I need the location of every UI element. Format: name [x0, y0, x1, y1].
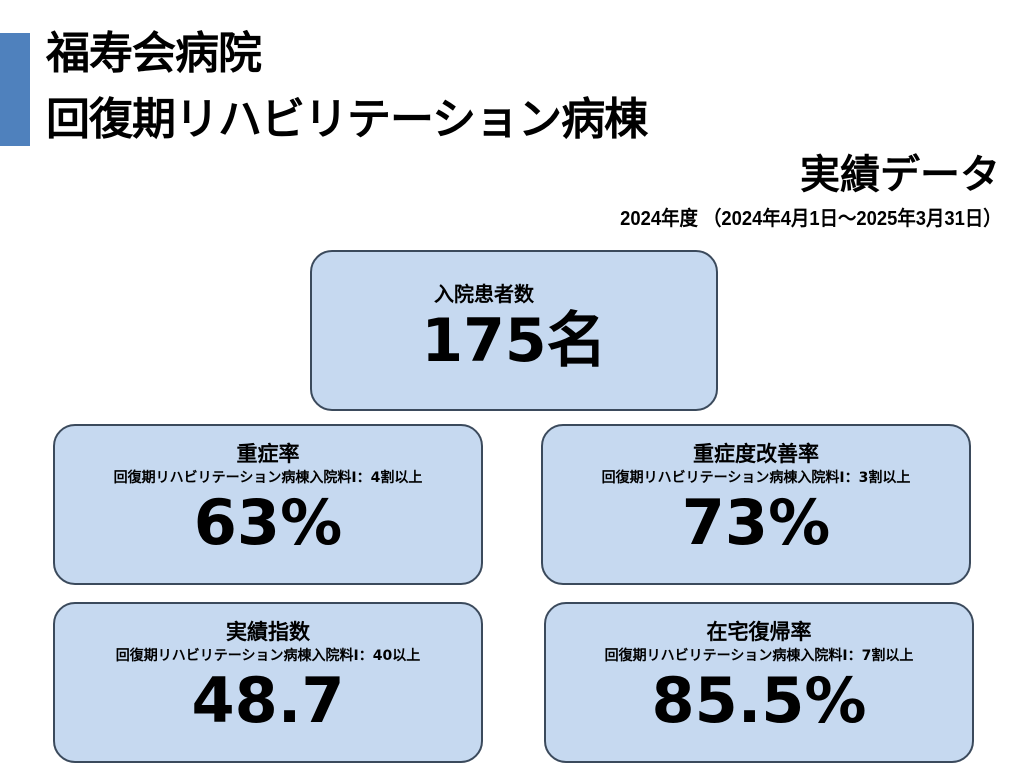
- metric-criteria: 回復期リハビリテーション病棟入院料Ⅰ：7割以上: [604, 648, 914, 664]
- metric-label: 実績指数: [226, 620, 310, 644]
- metric-value: 73%: [681, 486, 831, 559]
- metric-value: 63%: [193, 486, 343, 559]
- metric-label: 重症度改善率: [693, 442, 819, 466]
- severity-improvement-card: 重症度改善率 回復期リハビリテーション病棟入院料Ⅰ：3割以上 73%: [541, 424, 971, 585]
- performance-index-card: 実績指数 回復期リハビリテーション病棟入院料Ⅰ：40以上 48.7: [53, 602, 483, 763]
- metric-label: 在宅復帰率: [706, 620, 812, 644]
- fiscal-period: 2024年度 （2024年4月1日～2025年3月31日）: [620, 208, 1002, 230]
- metric-value: 48.7: [191, 664, 345, 737]
- title-accent-bar: [0, 33, 30, 146]
- severity-rate-card: 重症率 回復期リハビリテーション病棟入院料Ⅰ：4割以上 63%: [53, 424, 483, 585]
- admissions-card: 入院患者数 175名: [310, 250, 718, 411]
- metric-label: 重症率: [236, 442, 300, 466]
- admissions-value: 175名: [421, 306, 607, 376]
- admissions-label: 入院患者数: [434, 282, 534, 306]
- metric-value: 85.5%: [651, 664, 867, 737]
- hospital-name-title: 福寿会病院: [46, 28, 262, 79]
- metric-criteria: 回復期リハビリテーション病棟入院料Ⅰ：40以上: [115, 648, 421, 664]
- metric-criteria: 回復期リハビリテーション病棟入院料Ⅰ：3割以上: [601, 470, 911, 486]
- metric-criteria: 回復期リハビリテーション病棟入院料Ⅰ：4割以上: [113, 470, 423, 486]
- ward-name-title: 回復期リハビリテーション病棟: [46, 94, 648, 145]
- page-subtitle: 実績データ: [800, 152, 1000, 198]
- home-discharge-rate-card: 在宅復帰率 回復期リハビリテーション病棟入院料Ⅰ：7割以上 85.5%: [544, 602, 974, 763]
